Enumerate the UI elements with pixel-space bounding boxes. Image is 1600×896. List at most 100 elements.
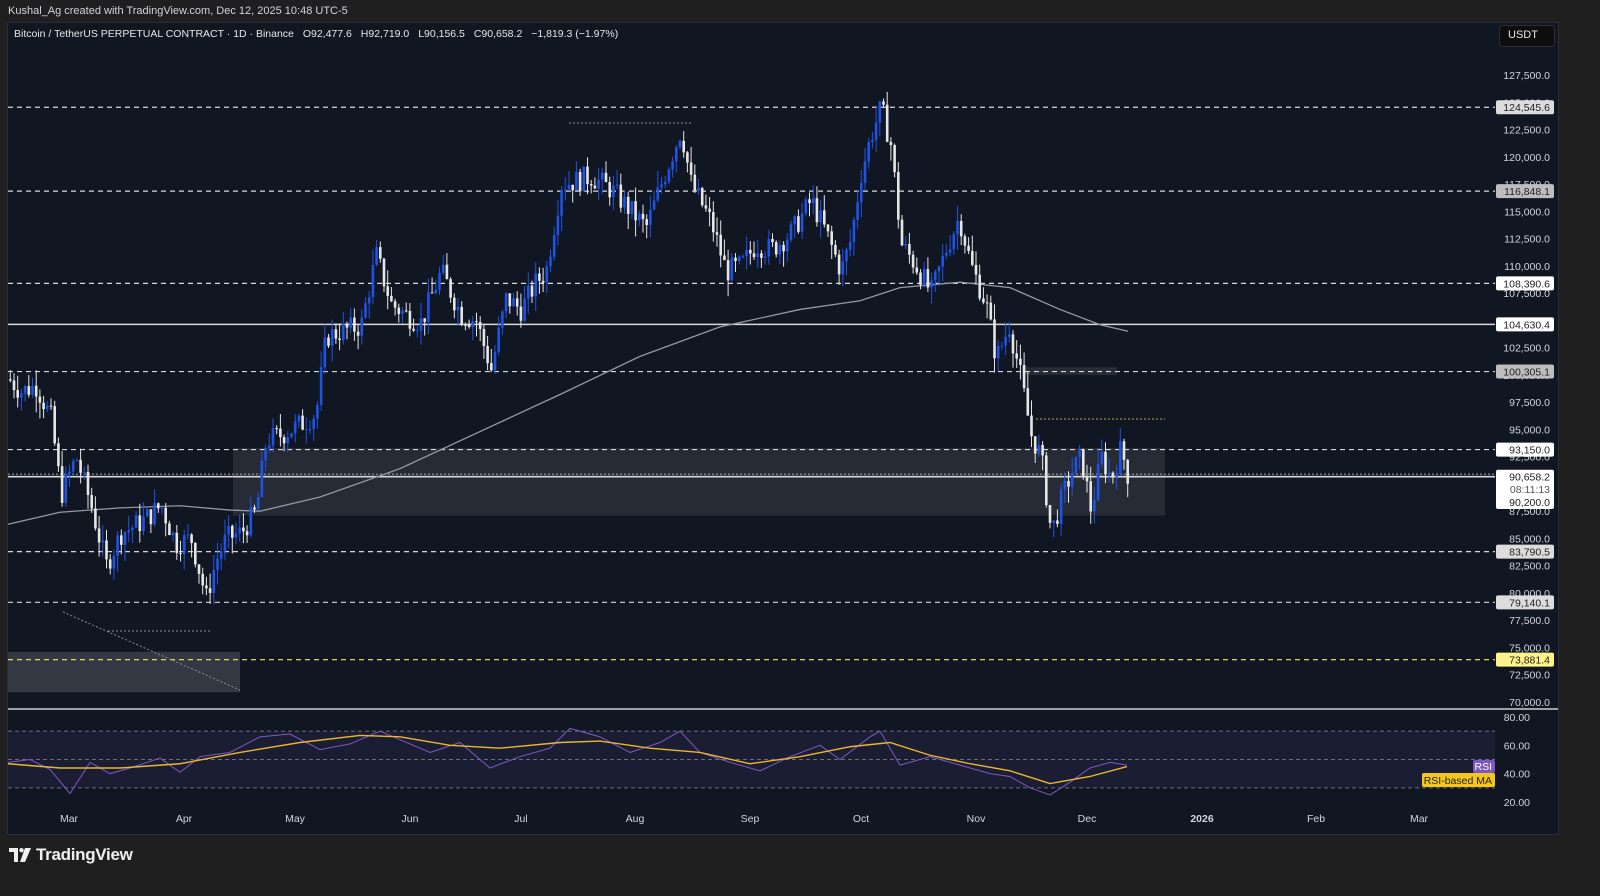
- bull-candle: [349, 317, 352, 328]
- bull-candle: [497, 327, 500, 353]
- bull-candle: [811, 198, 815, 204]
- bear-candle: [1011, 334, 1015, 354]
- bear-candle: [460, 306, 463, 325]
- symbol-name[interactable]: Bitcoin / TetherUS PERPETUAL CONTRACT · …: [14, 28, 294, 40]
- bear-candle: [1048, 505, 1052, 523]
- bull-candle: [871, 139, 874, 142]
- bull-candle: [434, 289, 438, 294]
- bull-candle: [952, 234, 956, 250]
- bear-candle: [519, 306, 523, 321]
- currency-button[interactable]: USDT: [1499, 25, 1555, 47]
- ohlc-close: C90,658.2: [473, 28, 523, 40]
- bear-candle: [179, 553, 182, 555]
- bull-candle: [75, 459, 79, 461]
- bull-candle: [945, 252, 948, 256]
- bear-candle: [993, 319, 996, 359]
- time-axis-tick: Oct: [853, 813, 869, 825]
- price-tag-label: 79,140.1: [1509, 597, 1550, 609]
- bear-candle: [541, 280, 545, 283]
- bull-candle: [171, 532, 175, 536]
- bull-candle: [112, 555, 116, 569]
- bull-candle: [523, 298, 526, 321]
- bear-candle: [245, 531, 249, 536]
- bull-candle: [20, 393, 23, 398]
- bull-candle: [260, 460, 264, 498]
- bull-candle: [31, 385, 34, 395]
- bear-candle: [1122, 441, 1126, 460]
- bear-candle: [1033, 436, 1037, 454]
- bull-candle: [845, 249, 848, 262]
- price-tag: [1496, 544, 1554, 559]
- bear-candle: [830, 231, 833, 245]
- price-tag-label: 108,390.6: [1503, 278, 1550, 290]
- bear-candle: [231, 525, 234, 538]
- time-axis-tick: Feb: [1307, 813, 1325, 825]
- bull-candle: [922, 269, 926, 285]
- bull-candle: [937, 266, 941, 272]
- rsi-axis-tick: 20.00: [1504, 797, 1530, 809]
- bear-candle: [1056, 520, 1059, 524]
- bear-candle: [1089, 481, 1092, 512]
- bull-candle: [878, 101, 882, 123]
- bull-candle: [778, 244, 782, 255]
- price-tag: [1496, 442, 1554, 457]
- low-zone: [8, 651, 240, 693]
- bull-candle: [800, 213, 804, 232]
- chart-credit: Kushal_Ag created with TradingView.com, …: [8, 5, 348, 17]
- bull-candle: [856, 202, 859, 220]
- bull-candle: [534, 273, 537, 297]
- bear-candle: [386, 286, 389, 296]
- bull-candle: [678, 140, 682, 147]
- bear-candle: [752, 253, 756, 258]
- bull-candle: [323, 337, 327, 368]
- bear-candle: [515, 298, 519, 307]
- bear-candle: [719, 234, 722, 256]
- bear-candle: [885, 104, 889, 142]
- bear-candle: [197, 564, 201, 574]
- bull-candle: [1052, 520, 1055, 523]
- bear-candle: [60, 466, 64, 503]
- price-axis-tick: 102,500.0: [1503, 343, 1550, 355]
- bull-candle: [1074, 457, 1078, 474]
- brand-name: TradingView: [36, 845, 133, 864]
- bull-candle: [1119, 441, 1122, 474]
- bear-candle: [253, 507, 256, 510]
- bear-candle: [430, 292, 434, 294]
- bull-candle: [401, 310, 404, 315]
- bull-candle: [1008, 334, 1011, 337]
- price-axis-tick: 112,500.0: [1504, 234, 1550, 246]
- bear-candle: [397, 307, 401, 315]
- bull-candle: [504, 293, 508, 312]
- bull-candle: [575, 171, 578, 191]
- moving-average-line: [7, 281, 1129, 525]
- time-axis-tick: Mar: [60, 813, 79, 825]
- bear-candle: [971, 251, 974, 265]
- bear-candle: [353, 317, 356, 332]
- bear-candle: [700, 187, 704, 206]
- bull-candle: [249, 507, 253, 536]
- bull-candle: [552, 235, 556, 257]
- bull-candle: [582, 166, 586, 192]
- bull-candle: [46, 405, 49, 410]
- bull-candle: [527, 285, 530, 299]
- bull-candle: [638, 213, 641, 221]
- time-axis-tick: Dec: [1078, 813, 1097, 825]
- bear-candle: [589, 184, 593, 186]
- time-axis-tick: Apr: [176, 813, 193, 825]
- bear-candle: [508, 293, 512, 307]
- bull-candle: [612, 185, 615, 198]
- price-axis-tick: 72,500.0: [1509, 670, 1550, 682]
- bull-candle: [930, 280, 933, 288]
- bear-candle: [190, 534, 193, 544]
- bear-candle: [782, 244, 785, 252]
- bull-candle: [160, 507, 164, 509]
- bear-candle: [826, 224, 830, 232]
- chart-frame[interactable]: [7, 22, 1559, 835]
- bear-candle: [279, 428, 282, 438]
- price-tag: [1496, 100, 1554, 115]
- bull-candle: [852, 219, 856, 243]
- trend-line: [62, 611, 241, 691]
- price-axis-tick: 85,000.0: [1509, 533, 1550, 545]
- price-tag-label: 93,150.0: [1509, 445, 1550, 457]
